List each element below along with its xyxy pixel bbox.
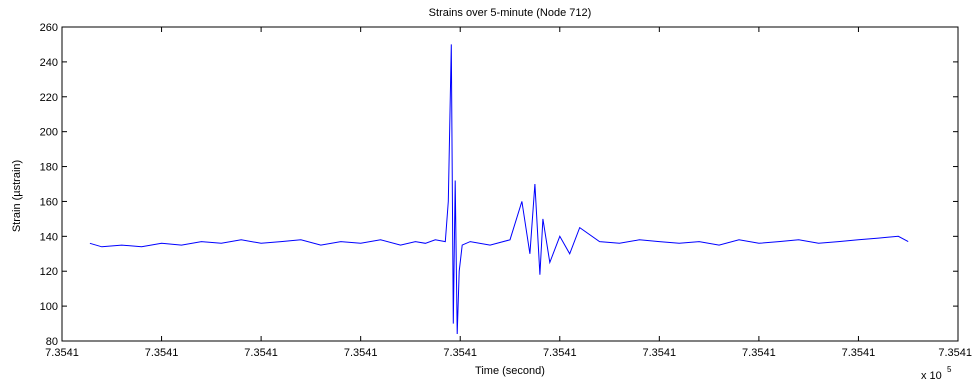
- series-layer: [89, 44, 909, 335]
- y-tick-label: 180: [40, 162, 58, 174]
- x-tick-label: 7.3541: [45, 347, 79, 359]
- y-tick-label: 160: [40, 196, 58, 208]
- y-axis-label: Strain (µstrain): [11, 160, 23, 232]
- x-multiplier-exponent: 5: [947, 365, 952, 374]
- x-tick-label: 7.3541: [145, 347, 179, 359]
- x-multiplier: x 10 5: [921, 365, 952, 382]
- y-tick-label: 80: [46, 336, 58, 348]
- x-tick-label: 7.3541: [742, 347, 776, 359]
- y-axis-ticks: 80 100 120 140 160 180 200 220 240 260: [40, 22, 958, 348]
- plot-frame: [61, 26, 959, 342]
- x-tick-label: 7.3541: [443, 347, 477, 359]
- strain-series-line: [89, 44, 909, 335]
- y-tick-label: 120: [40, 266, 58, 278]
- x-tick-label: 7.3541: [643, 347, 677, 359]
- x-tick-label: 7.3541: [244, 347, 278, 359]
- chart-title: Strains over 5-minute (Node 712): [429, 7, 592, 19]
- x-multiplier-label: x 10: [921, 370, 942, 382]
- y-tick-label: 220: [40, 92, 58, 104]
- x-tick-label: 7.3541: [344, 347, 378, 359]
- y-tick-label: 100: [40, 301, 58, 313]
- y-tick-label: 200: [40, 127, 58, 139]
- y-tick-label: 260: [40, 22, 58, 34]
- x-axis-label: Time (second): [475, 365, 545, 377]
- x-tick-label: 7.3541: [938, 347, 972, 359]
- x-axis-ticks: 7.3541 7.3541 7.3541 7.3541 7.3541 7.3541 7.35…: [45, 27, 972, 359]
- x-tick-label: 7.3541: [842, 347, 876, 359]
- x-tick-label: 7.3541: [543, 347, 577, 359]
- y-tick-label: 140: [40, 231, 58, 243]
- y-tick-label: 240: [40, 57, 58, 69]
